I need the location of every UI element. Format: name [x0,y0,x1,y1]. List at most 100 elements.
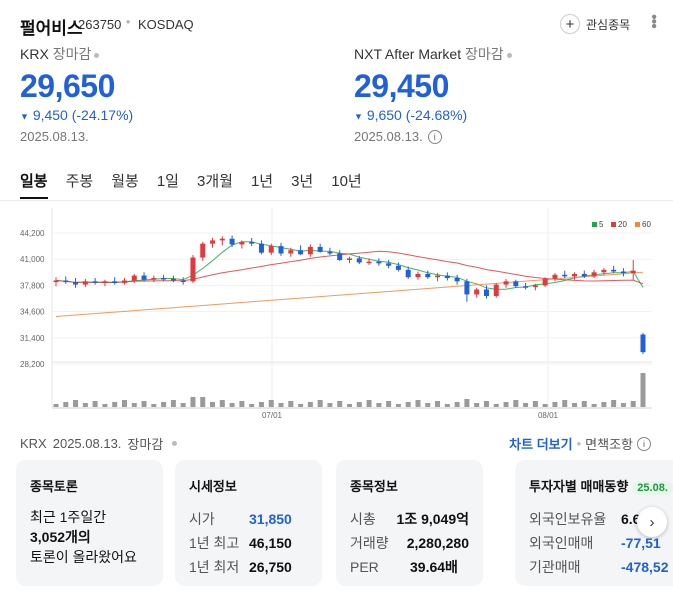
candle-body [102,281,108,283]
info-icon[interactable]: i [637,436,651,451]
candle-body [307,246,313,255]
discussion-line: 3,052개의 [30,529,91,545]
row-value: -478,52 [621,559,669,575]
candle-body [170,278,176,281]
candle-body [53,280,59,283]
candle-body [572,273,578,277]
candle-body [356,258,362,263]
watchlist-button[interactable]: + 관심종목 [560,12,630,36]
volume-bar [298,404,304,407]
stock-header: 펄어비스 263750 • KOSDAQ + 관심종목 ••• [20,12,662,38]
volume-bar [92,401,98,407]
tab-3years[interactable]: 3년 [291,173,314,190]
krx-price: 29,650 [20,68,115,104]
volume-bar [131,403,137,407]
footer-status: 장마감 [127,437,164,452]
y-tick-label: 41,000 [20,255,45,264]
volume-bar [219,400,225,407]
separator-dot: • [576,436,582,451]
krx-label: KRX [20,46,49,62]
plus-icon: + [560,14,580,34]
disclaimer-link[interactable]: 면책조항 [585,437,633,452]
krx-status: 장마감 [52,46,92,62]
candle-body [591,272,597,277]
volume-bar [386,401,392,407]
info-row: 외국인보유율 6.6 [529,507,673,531]
candle-body [376,261,382,264]
volume-bar [611,400,617,407]
row-key: 외국인보유율 [529,511,607,527]
tab-daily[interactable]: 일봉 [20,170,48,199]
tab-weekly[interactable]: 주봉 [65,173,94,190]
card-stock-info[interactable]: 종목정보 시총 1조 9,049억 거래량 2,280,280 PER 39.64배 [336,460,483,586]
row-value: 2,280,280 [406,535,469,551]
row-value: 46,150 [249,535,292,551]
chart-footer-links: 차트 더보기 • 면책조항 i [509,434,651,453]
chart-more-link[interactable]: 차트 더보기 [509,437,573,452]
status-dot-icon [172,441,178,446]
y-tick-label: 28,200 [20,360,45,369]
legend-swatch [635,222,640,227]
candle-body [73,282,79,285]
krx-quote: KRX 장마감 29,650 ▼ 9,450 (-24.17%) 2025.08… [20,44,133,144]
volume-bar [151,404,157,407]
volume-bar [562,400,568,407]
candle-body [542,278,548,286]
volume-bar [190,397,196,407]
period-tabs: 일봉 주봉 월봉 1일 3개월 1년 3년 10년 [20,170,380,199]
volume-bar [141,401,147,407]
volume-bar [288,401,294,407]
footer-date: 2025.08.13. [52,436,122,451]
row-value: 39.64배 [410,559,458,575]
next-card-button[interactable]: › [637,507,667,537]
candle-body [386,263,392,266]
y-tick-label: 34,600 [20,308,45,317]
legend-label: 60 [642,220,651,229]
volume-bar [161,402,167,407]
discussion-line: 토론이 올라왔어요 [30,549,137,565]
volume-bar [347,404,352,407]
card-discussion[interactable]: 종목토론 최근 1주일간 3,052개의 토론이 올라왔어요 [16,460,163,586]
candle-body [503,281,509,285]
volume-bar [493,404,499,407]
more-options-icon[interactable]: ••• [645,14,662,28]
candle-body [327,251,333,254]
x-tick-label: 07/01 [262,411,283,420]
nxt-change: 9,650 (-24.68%) [366,107,468,123]
volume-bar [523,403,529,407]
tab-monthly[interactable]: 월봉 [111,173,139,190]
y-tick-label: 37,800 [20,281,45,290]
candle-body [435,275,441,278]
tab-1day[interactable]: 1일 [156,173,179,190]
info-icon[interactable]: i [427,129,442,144]
volume-bar [102,404,108,407]
x-tick-label: 08/01 [538,411,559,420]
discussion-line: 최근 1주일간 [30,509,107,525]
row-key: 1년 최고 [189,535,240,551]
candle-body [464,281,470,295]
legend-swatch [611,222,616,227]
candle-body [151,278,157,280]
volume-bar [82,403,88,407]
tab-1year[interactable]: 1년 [250,173,274,190]
candle-body [229,238,235,245]
volume-bar [474,403,480,407]
info-cards: 종목토론 최근 1주일간 3,052개의 토론이 올라왔어요 시세정보 시가 31… [16,460,673,588]
candle-body [180,280,186,282]
volume-bar [170,400,176,407]
price-chart[interactable]: 44,200 41,000 37,800 34,600 31,400 28,200 07/… [0,204,673,430]
stock-code: 263750 [78,17,122,32]
volume-bar [630,401,636,407]
volume-bar [366,400,372,407]
card-title-text: 투자자별 매매동향 [529,479,629,494]
candle-body [474,289,480,295]
legend-label: 20 [618,220,627,229]
tab-10years[interactable]: 10년 [331,173,362,190]
candle-body [581,273,587,277]
card-quote-info[interactable]: 시세정보 시가 31,850 1년 최고 46,150 1년 최저 26,750 [175,460,322,586]
candle-body [298,250,304,255]
volume-bar [268,400,274,407]
nxt-status: 장마감 [465,46,504,62]
info-row: 시총 1조 9,049억 [350,507,469,531]
tab-3months[interactable]: 3개월 [196,173,233,190]
